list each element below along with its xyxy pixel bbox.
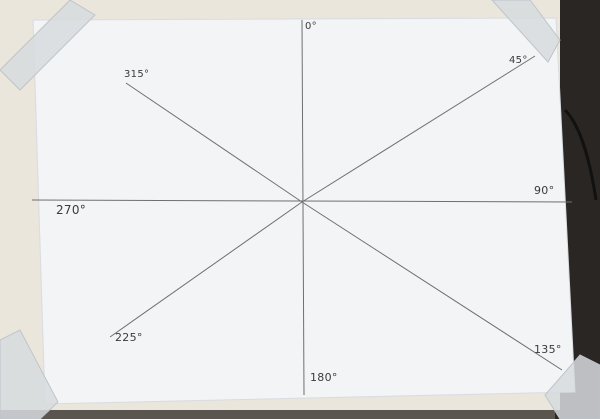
label-270-degrees: 270° <box>56 203 87 217</box>
tape-bottom-left <box>0 329 59 419</box>
tape-top-left <box>0 0 96 91</box>
line-135 <box>301 201 563 371</box>
tape-bottom-right <box>544 354 600 419</box>
cable <box>563 108 598 201</box>
line-horizontal <box>31 199 573 203</box>
label-135-degrees: 135° <box>534 343 562 356</box>
line-225 <box>109 201 303 338</box>
label-315-degrees: 315° <box>124 69 150 80</box>
angle-lines <box>31 19 573 396</box>
label-180-degrees: 180° <box>310 371 338 384</box>
label-45-degrees: 45° <box>509 55 528 66</box>
tape-top-right <box>491 0 561 63</box>
line-45 <box>301 55 536 203</box>
label-225-degrees: 225° <box>115 331 143 344</box>
line-vertical <box>301 19 305 396</box>
label-90-degrees: 90° <box>534 184 555 197</box>
label-0-degrees: 0° <box>305 21 317 32</box>
line-315 <box>125 82 303 203</box>
